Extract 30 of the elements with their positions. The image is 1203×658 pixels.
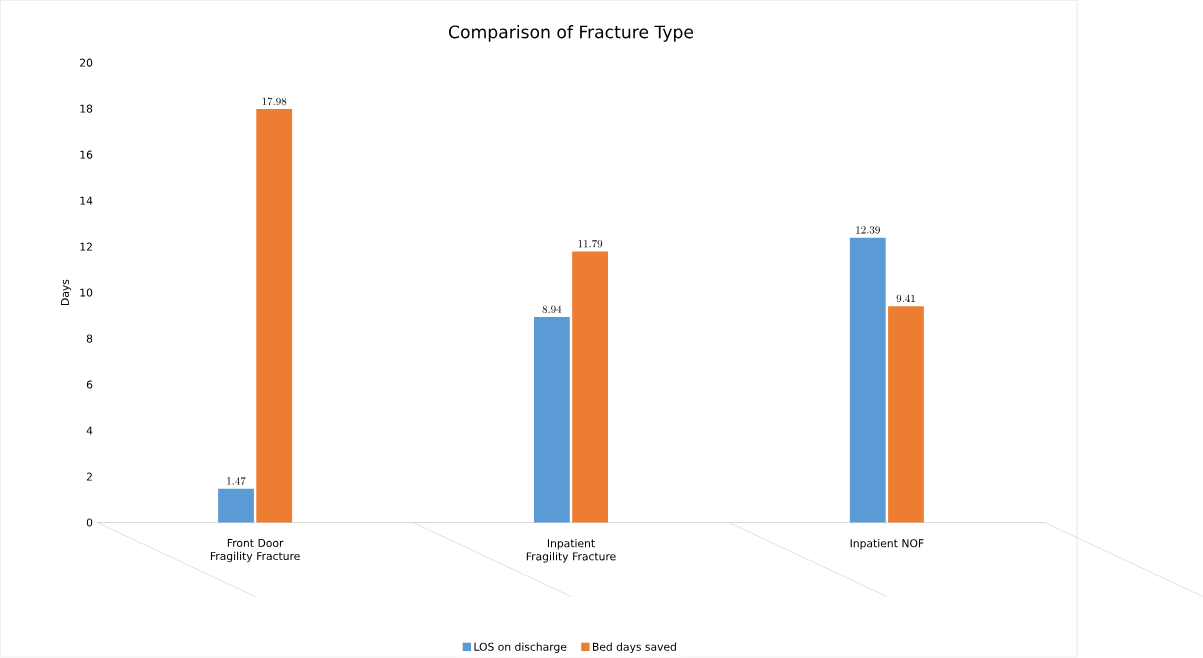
x-tick-label: Front Door Fragility Fracture [210,539,300,563]
bar [572,251,608,523]
data-label: 17.98 [262,97,287,106]
bar [533,317,570,523]
y-tick-label: 12 [80,242,92,251]
data-label: 11 .79 [578,240,603,248]
data-label: 12.39 [856,226,880,234]
y-tick-label: 10 [80,288,93,297]
y-axis-title: Days [61,279,72,306]
y-tick-label: 8 [86,334,93,343]
x-tick-label: Inpatient NOF [850,539,924,550]
y-tick-label: 2 [86,472,92,481]
bar [888,306,924,523]
bar [256,109,293,523]
y-tick-label: 20 [80,58,93,67]
bar [218,488,254,523]
data-label: 9.41 [896,294,915,303]
y-tick-label: 16 [80,150,93,159]
data-label: 8.94 [542,305,562,314]
y-tick-label: 14 [80,196,93,205]
data-label: 1 .47 [227,477,246,485]
y-tick-label: 4 [86,426,93,435]
y-tick-label: 18 [80,104,93,113]
y-tick-label: 6 [86,380,93,389]
bar [849,237,886,523]
legend-label: LOS on discharge [474,642,567,654]
chart-title: Comparison of Fracture Type [449,25,694,42]
x-tick-label: Inpatient Fragility Fracture [526,539,616,563]
y-tick-label: 0 [86,518,93,527]
legend-label: Bed days saved [593,642,676,654]
